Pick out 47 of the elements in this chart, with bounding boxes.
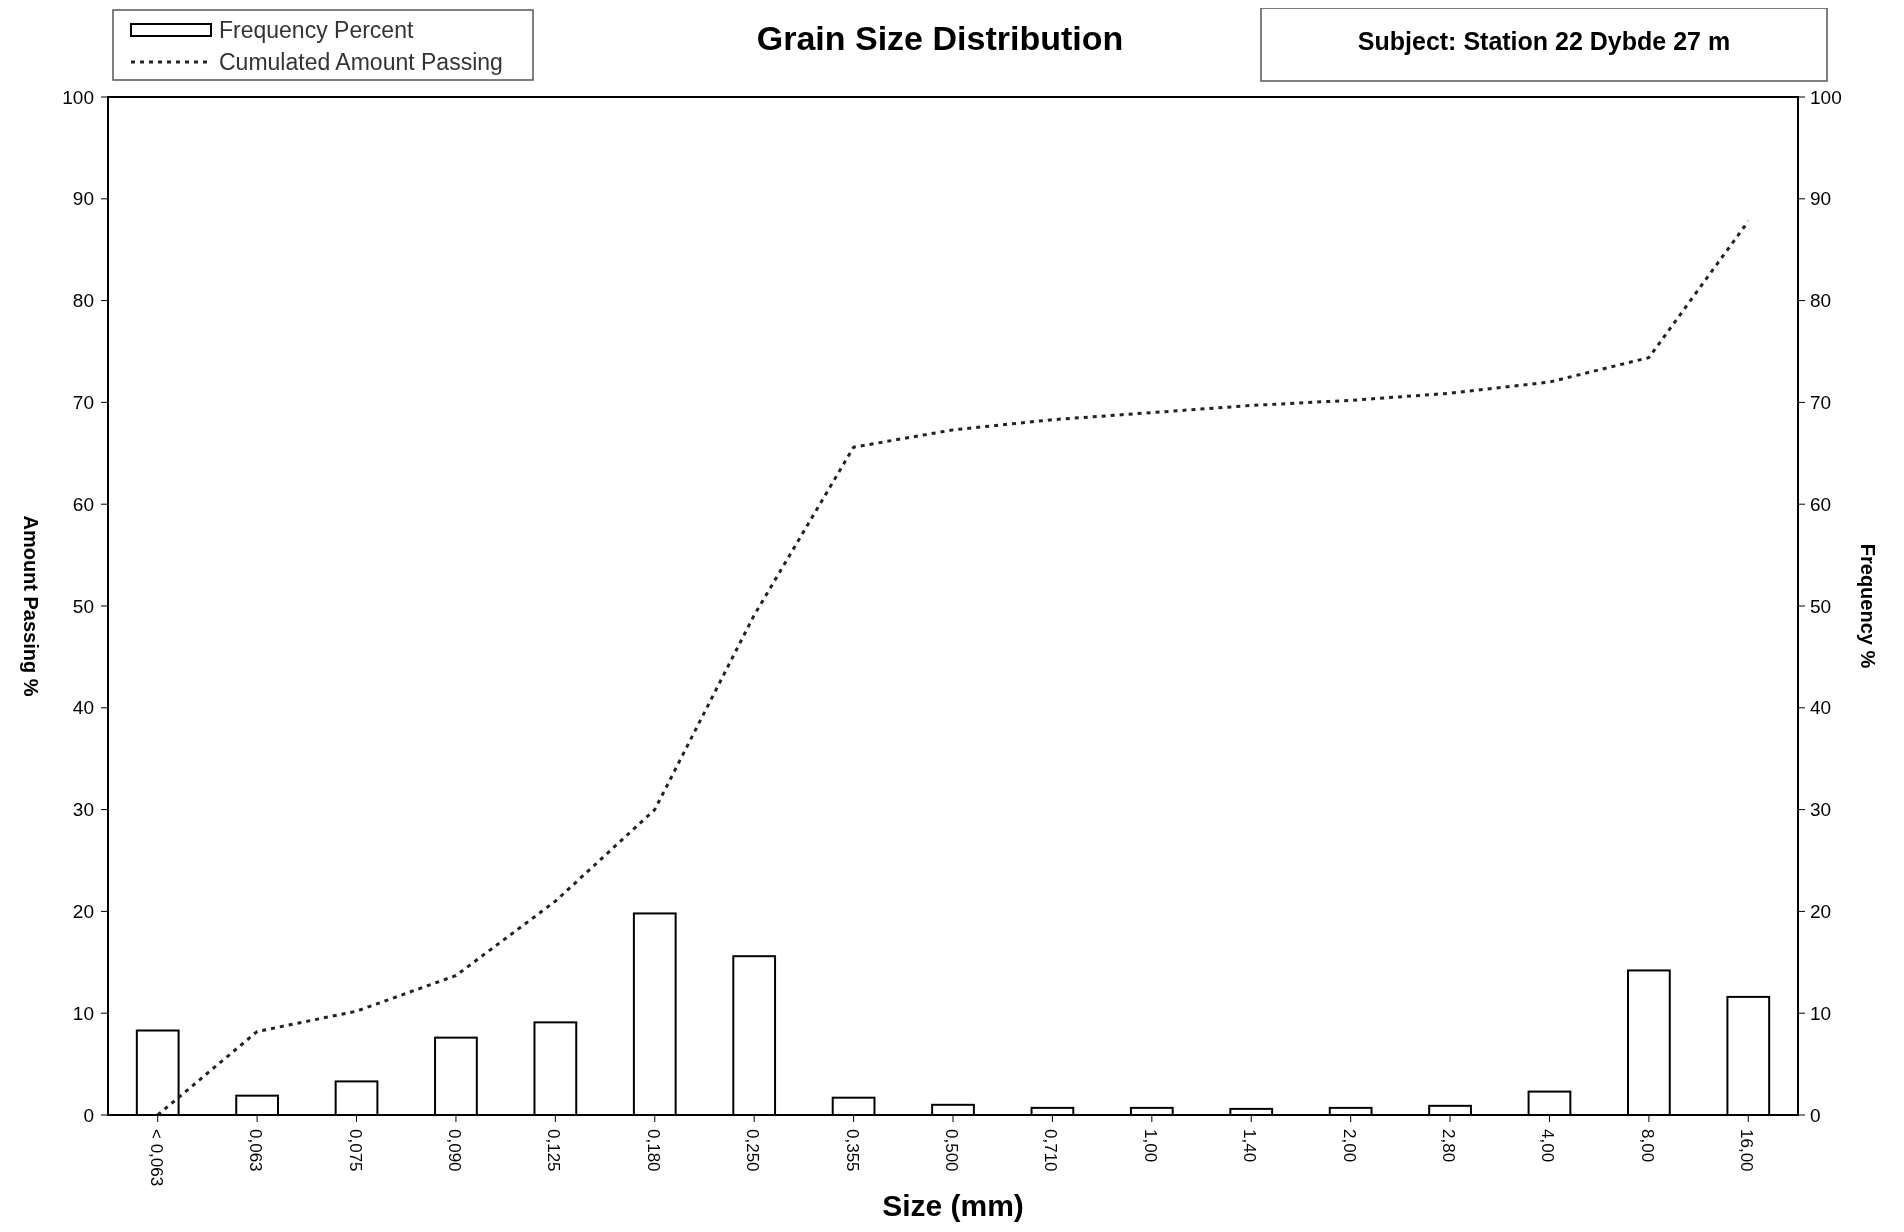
y2-tick-label: 10: [1810, 1002, 1832, 1024]
text: Subject: Station 22 Dybde 27 m: [1357, 27, 1731, 55]
y2-tick-label: 60: [1810, 493, 1832, 515]
x-tick-label: 0,500: [942, 1129, 961, 1172]
x-tick-label: 2,80: [1439, 1129, 1459, 1163]
y2-tick-label: 20: [1810, 901, 1832, 923]
y-tick-label: 100: [62, 86, 94, 108]
x-tick-label: < 0,063: [146, 1129, 166, 1187]
x-tick-label: 4,00: [1538, 1129, 1558, 1163]
y-tick-label: 60: [72, 493, 94, 515]
x-tick-label: 0,250: [743, 1129, 763, 1172]
x-tick-label: 1,00: [1140, 1129, 1160, 1163]
y-tick-label: 10: [72, 1002, 94, 1024]
y-axis-title: Amount Passing %: [20, 515, 42, 697]
y2-axis-title: Frequency %: [1857, 543, 1879, 669]
legend-label: Frequency Percent: [219, 17, 414, 44]
x-tick-label: 16,00: [1737, 1129, 1757, 1172]
y2-tick-label: 40: [1810, 697, 1832, 719]
x-tick-label: 2,00: [1339, 1129, 1359, 1163]
x-axis-title: Size (mm): [882, 1189, 1024, 1222]
y2-tick-label: 0: [1810, 1104, 1821, 1126]
chart-title: Grain Size Distribution: [756, 19, 1124, 57]
x-tick-label: 0,063: [246, 1129, 266, 1172]
y2-tick-label: 100: [1810, 86, 1842, 108]
y-tick-label: 70: [72, 392, 94, 414]
y-tick-label: 90: [72, 188, 94, 210]
line-series: [156, 219, 1750, 1117]
y2-tick-label: 30: [1810, 799, 1832, 821]
y-tick-label: 30: [72, 799, 94, 821]
x-tick-label: 0,355: [842, 1129, 862, 1172]
y-tick-label: 0: [83, 1104, 94, 1126]
y2-tick-label: 90: [1810, 188, 1832, 210]
x-tick-label: 1,40: [1240, 1129, 1260, 1163]
y-tick-label: 80: [72, 290, 94, 312]
x-tick-label: 0,180: [643, 1129, 663, 1172]
x-tick-label: 0,125: [544, 1129, 564, 1172]
y-tick-label: 40: [72, 697, 94, 719]
y2-tick-label: 70: [1810, 392, 1832, 414]
x-tick-label: 0,090: [444, 1129, 464, 1172]
y2-tick-label: 80: [1810, 290, 1832, 312]
legend-label: Cumulated Amount Passing: [219, 49, 503, 76]
y-tick-label: 50: [72, 595, 94, 617]
x-tick-label: 0,710: [1041, 1129, 1061, 1172]
x-tick-label: 8,00: [1637, 1129, 1657, 1163]
y2-tick-label: 50: [1810, 595, 1832, 617]
y-tick-label: 20: [72, 901, 94, 923]
x-tick-label: 0,075: [345, 1129, 365, 1172]
